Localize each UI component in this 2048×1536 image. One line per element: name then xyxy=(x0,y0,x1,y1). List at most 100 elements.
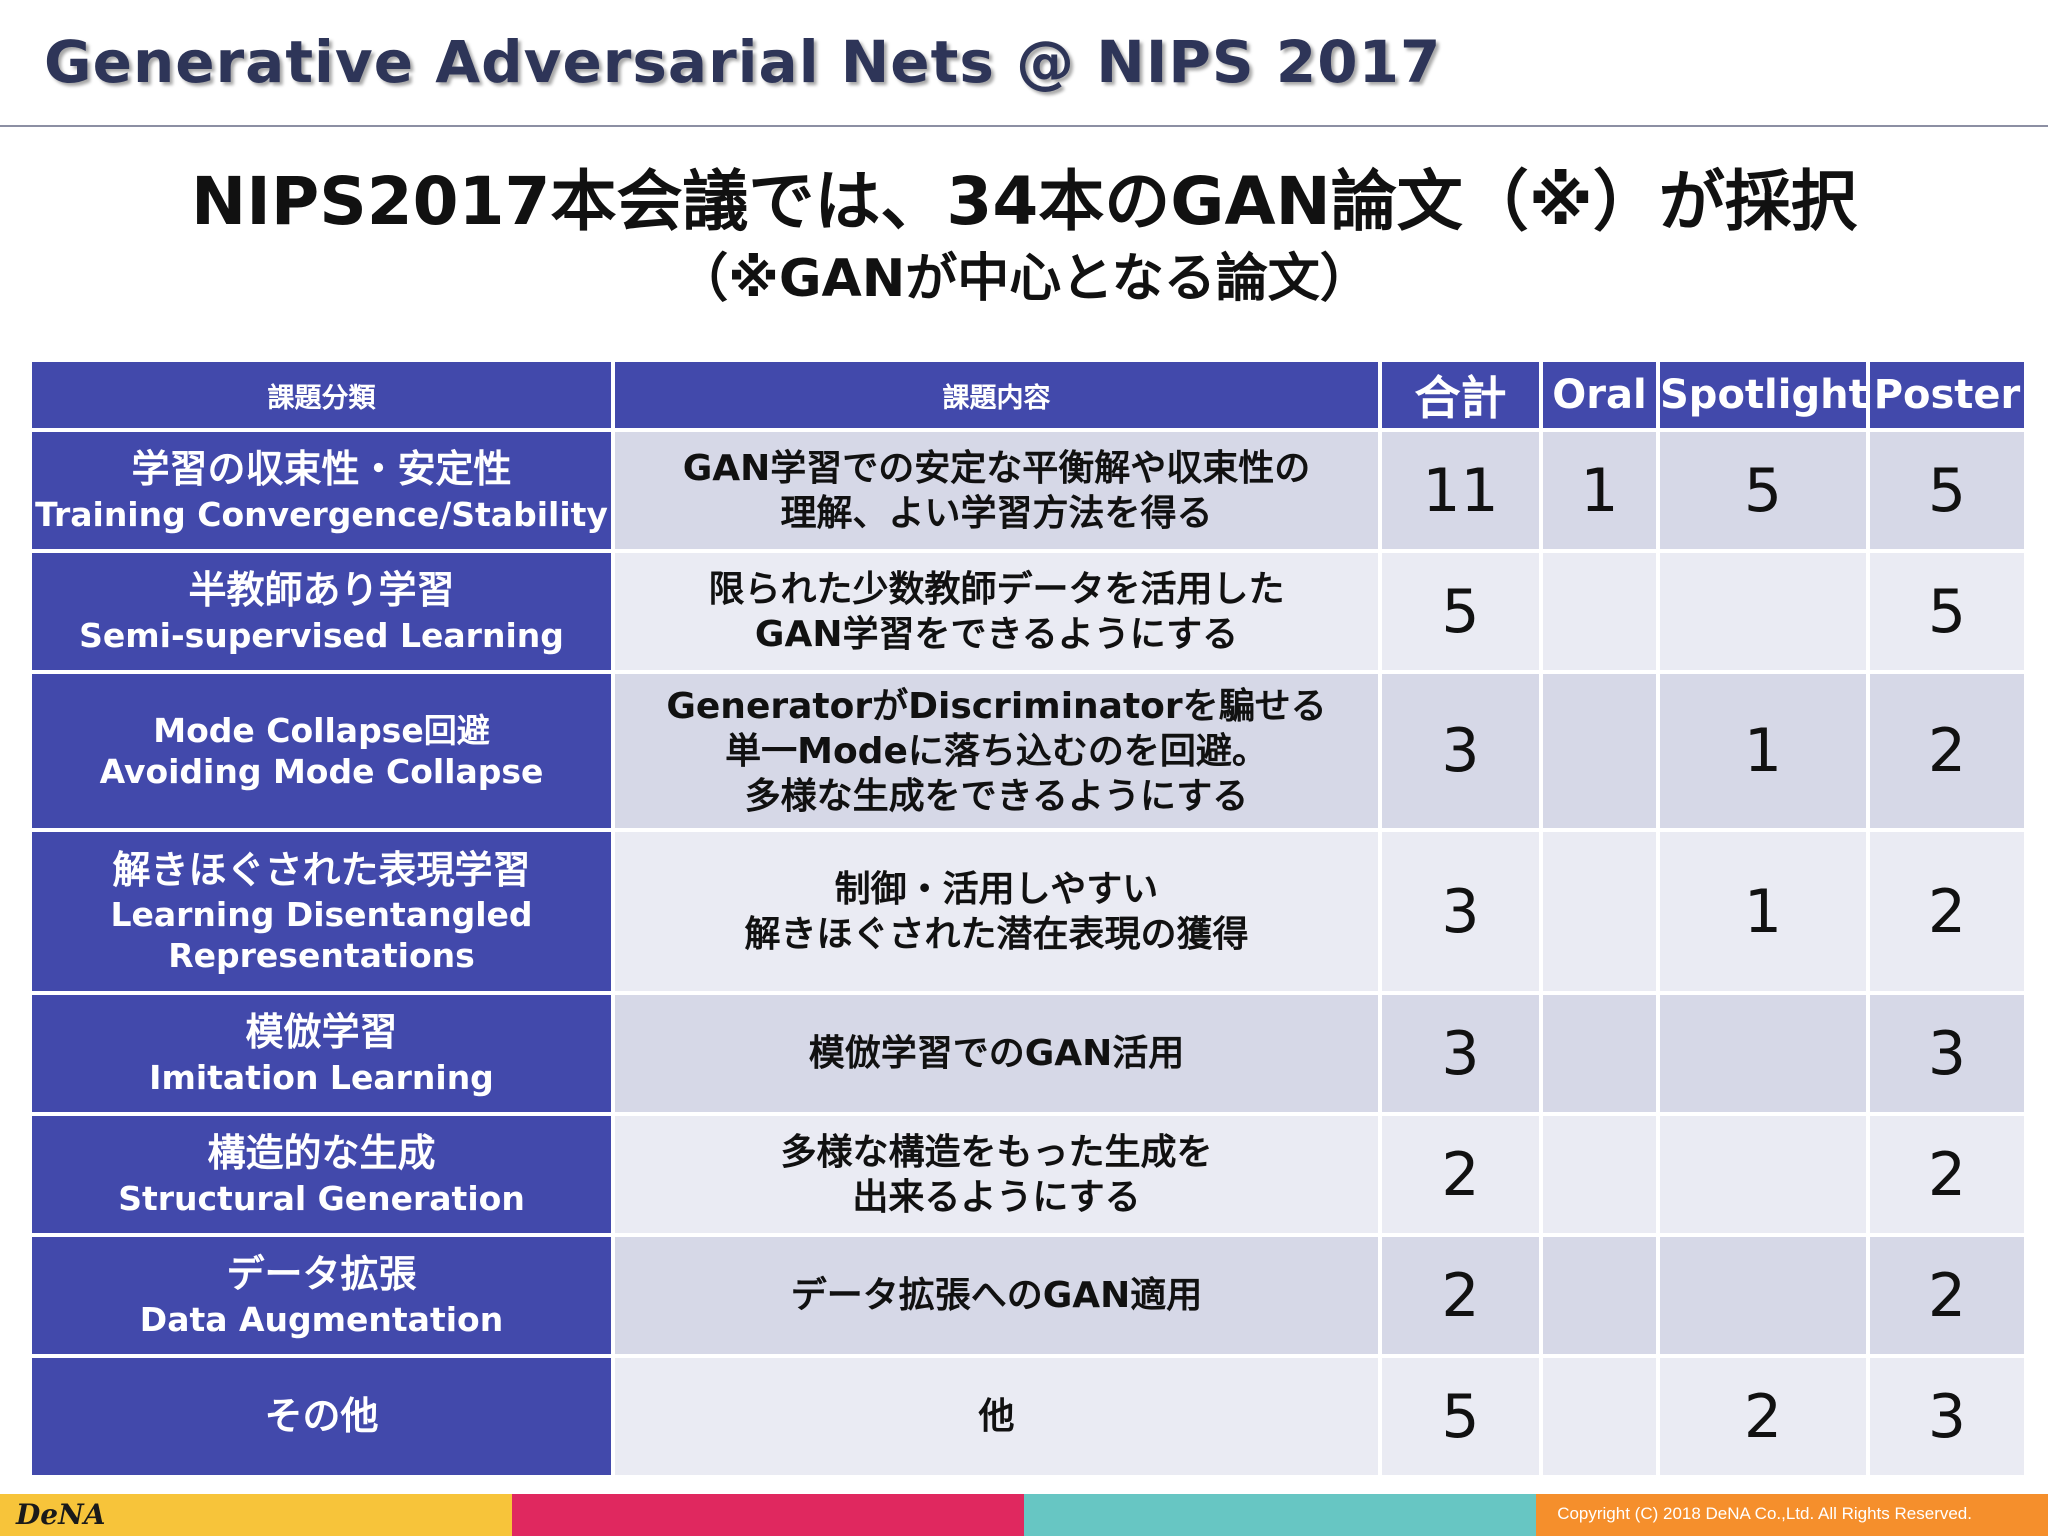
slide-title: Generative Adversarial Nets @ NIPS 2017 xyxy=(44,28,1442,96)
description-cell: GeneratorがDiscriminatorを騙せる 単一Modeに落ち込むの… xyxy=(611,670,1382,832)
category-en: Avoiding Mode Collapse xyxy=(99,752,544,791)
oral-cell: 1 xyxy=(1539,428,1660,553)
category-en: Training Convergence/Stability xyxy=(35,494,608,534)
description-cell: 他 xyxy=(611,1354,1382,1479)
category-cell: 半教師あり学習 Semi-supervised Learning xyxy=(28,549,615,674)
category-cell: その他 xyxy=(28,1354,615,1479)
category-cell: 学習の収束性・安定性 Training Convergence/Stabilit… xyxy=(28,428,615,553)
description-line: 出来るようにする xyxy=(852,1176,1141,1218)
footer-segment-teal xyxy=(1024,1494,1536,1536)
poster-cell: 2 xyxy=(1866,1112,2028,1237)
description-line: 模倣学習でのGAN活用 xyxy=(808,1033,1185,1074)
category-cell: 模倣学習 Imitation Learning xyxy=(28,991,615,1116)
description-line: 理解、よい学習方法を得る xyxy=(780,492,1213,534)
description-cell: 限られた少数教師データを活用した GAN学習をできるようにする xyxy=(611,549,1382,674)
category-jp: Mode Collapse回避 xyxy=(153,710,490,750)
table-header-row: 課題分類 課題内容 合計 Oral Spotlight Poster xyxy=(28,358,2028,432)
category-jp: 学習の収束性・安定性 xyxy=(131,447,512,492)
category-en: Learning Disentangled xyxy=(110,895,533,934)
poster-cell: 2 xyxy=(1866,828,2028,995)
category-cell: 構造的な生成 Structural Generation xyxy=(28,1112,615,1237)
poster-cell: 2 xyxy=(1866,670,2028,832)
slide-header: Generative Adversarial Nets @ NIPS 2017 xyxy=(0,0,2048,127)
header-oral: Oral xyxy=(1539,358,1660,432)
total-cell: 5 xyxy=(1378,1354,1543,1479)
spotlight-cell: 1 xyxy=(1656,670,1870,832)
description-line: 限られた少数教師データを活用した xyxy=(708,568,1285,610)
subheadline: （※GANが中心となる論文） xyxy=(676,249,1372,309)
total-cell: 5 xyxy=(1378,549,1543,674)
table-row: その他 他 5 2 3 xyxy=(28,1354,2028,1479)
spotlight-cell: 5 xyxy=(1656,428,1870,553)
table-row: 半教師あり学習 Semi-supervised Learning 限られた少数教… xyxy=(28,549,2028,674)
description-line: データ拡張へのGAN適用 xyxy=(790,1275,1203,1316)
category-jp: 模倣学習 xyxy=(245,1010,398,1055)
description-line: GAN学習での安定な平衡解や収束性の xyxy=(682,447,1311,489)
table-row: 模倣学習 Imitation Learning 模倣学習でのGAN活用 3 3 xyxy=(28,991,2028,1116)
spotlight-cell xyxy=(1656,1112,1870,1237)
category-cell: Mode Collapse回避 Avoiding Mode Collapse xyxy=(28,670,615,832)
description-line: 多様な生成をできるようにする xyxy=(744,775,1249,817)
footer-segment-pink xyxy=(512,1494,1024,1536)
copyright-text: Copyright (C) 2018 DeNA Co.,Ltd. All Rig… xyxy=(1557,1504,1972,1523)
description-line: GeneratorがDiscriminatorを騙せる xyxy=(666,685,1327,727)
table-row: 学習の収束性・安定性 Training Convergence/Stabilit… xyxy=(28,428,2028,553)
description-cell: データ拡張へのGAN適用 xyxy=(611,1233,1382,1358)
table-row: Mode Collapse回避 Avoiding Mode Collapse G… xyxy=(28,670,2028,832)
category-en: Structural Generation xyxy=(118,1178,525,1218)
category-jp: その他 xyxy=(264,1393,379,1438)
footer-segment-orange xyxy=(1536,1494,2048,1536)
footer-segment-yellow xyxy=(0,1494,512,1536)
category-jp: 半教師あり学習 xyxy=(188,568,455,613)
total-cell: 3 xyxy=(1378,670,1543,832)
table-row: データ拡張 Data Augmentation データ拡張へのGAN適用 2 2 xyxy=(28,1233,2028,1358)
dena-logo: DeNA xyxy=(16,1498,106,1531)
category-en: Semi-supervised Learning xyxy=(79,615,564,655)
poster-cell: 3 xyxy=(1866,991,2028,1116)
poster-cell: 3 xyxy=(1866,1354,2028,1479)
poster-cell: 2 xyxy=(1866,1233,2028,1358)
oral-cell xyxy=(1539,828,1660,995)
description-line: 他 xyxy=(978,1396,1015,1437)
total-cell: 3 xyxy=(1378,828,1543,995)
oral-cell xyxy=(1539,549,1660,674)
gan-papers-table: 課題分類 課題内容 合計 Oral Spotlight Poster 学習の収束… xyxy=(28,358,2028,1479)
header-spotlight: Spotlight xyxy=(1656,358,1870,432)
header-poster: Poster xyxy=(1866,358,2028,432)
description-cell: 多様な構造をもった生成を 出来るようにする xyxy=(611,1112,1382,1237)
total-cell: 11 xyxy=(1378,428,1543,553)
total-cell: 3 xyxy=(1378,991,1543,1116)
spotlight-cell: 2 xyxy=(1656,1354,1870,1479)
description-cell: 制御・活用しやすい 解きほぐされた潜在表現の獲得 xyxy=(611,828,1382,995)
headline: NIPS2017本会議では、34本のGAN論文（※）が採択 xyxy=(191,163,1857,240)
spotlight-cell: 1 xyxy=(1656,828,1870,995)
category-en-line2: Representations xyxy=(168,936,475,976)
description-cell: GAN学習での安定な平衡解や収束性の 理解、よい学習方法を得る xyxy=(611,428,1382,553)
description-line: GAN学習をできるようにする xyxy=(754,613,1239,655)
description-line: 多様な構造をもった生成を xyxy=(780,1131,1213,1173)
category-jp: データ拡張 xyxy=(226,1252,417,1297)
header-total: 合計 xyxy=(1378,358,1543,432)
category-en: Data Augmentation xyxy=(139,1299,504,1339)
category-en: Imitation Learning xyxy=(149,1057,494,1097)
header-description: 課題内容 xyxy=(611,358,1382,432)
category-jp: 解きほぐされた表現学習 xyxy=(112,847,531,892)
category-cell: 解きほぐされた表現学習 Learning Disentangled Repres… xyxy=(28,828,615,995)
oral-cell xyxy=(1539,670,1660,832)
oral-cell xyxy=(1539,991,1660,1116)
total-cell: 2 xyxy=(1378,1233,1543,1358)
oral-cell xyxy=(1539,1354,1660,1479)
table-row: 構造的な生成 Structural Generation 多様な構造をもった生成… xyxy=(28,1112,2028,1237)
oral-cell xyxy=(1539,1112,1660,1237)
description-line: 解きほぐされた潜在表現の獲得 xyxy=(744,913,1249,955)
description-cell: 模倣学習でのGAN活用 xyxy=(611,991,1382,1116)
spotlight-cell xyxy=(1656,991,1870,1116)
description-line: 単一Modeに落ち込むのを回避。 xyxy=(725,730,1268,772)
footer-bar: DeNA Copyright (C) 2018 DeNA Co.,Ltd. Al… xyxy=(0,1494,2048,1536)
poster-cell: 5 xyxy=(1866,428,2028,553)
description-line: 制御・活用しやすい xyxy=(834,868,1159,910)
category-cell: データ拡張 Data Augmentation xyxy=(28,1233,615,1358)
spotlight-cell xyxy=(1656,1233,1870,1358)
table-row: 解きほぐされた表現学習 Learning Disentangled Repres… xyxy=(28,828,2028,995)
oral-cell xyxy=(1539,1233,1660,1358)
